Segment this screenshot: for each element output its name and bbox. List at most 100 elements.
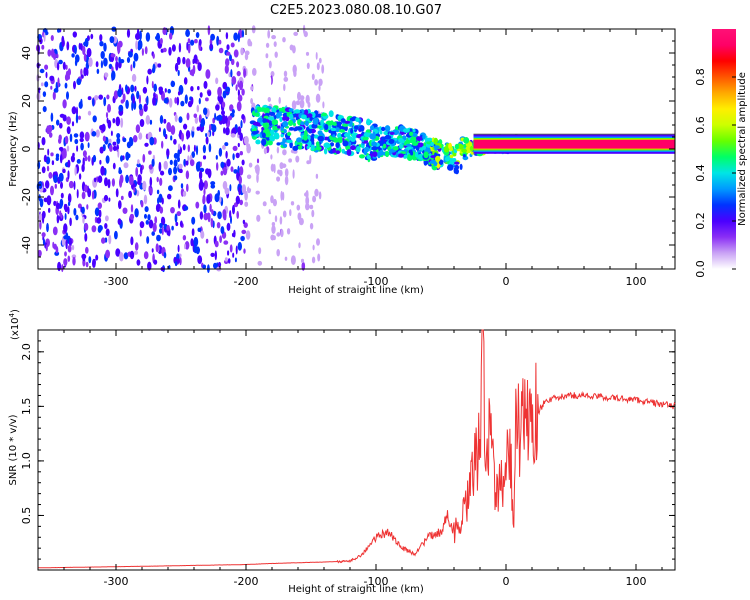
spectrogram-signal-cell bbox=[330, 127, 337, 132]
y-tick-label: -40 bbox=[20, 236, 33, 254]
spectrogram-noise-cell bbox=[231, 127, 237, 136]
spectrogram-noise-cell bbox=[169, 32, 173, 40]
spectrogram-noise-cell bbox=[241, 114, 245, 120]
spectrogram-noise-cell bbox=[42, 214, 45, 224]
spectrogram-noise-cell bbox=[194, 39, 198, 44]
spectrogram-noise-cell bbox=[190, 39, 195, 46]
spectrogram-noise-cell bbox=[118, 104, 124, 112]
spectrogram-noise-cell bbox=[101, 123, 106, 132]
spectrogram-noise-cell bbox=[50, 85, 53, 90]
spectrogram-noise-cell bbox=[191, 151, 195, 159]
spectrogram-noise-cell bbox=[255, 190, 260, 195]
spectrogram-noise-cell bbox=[187, 38, 191, 44]
spectrogram-noise-cell bbox=[229, 244, 233, 253]
spectrogram-noise-cell bbox=[177, 91, 181, 96]
spectrogram-signal-cell bbox=[381, 126, 386, 132]
spectrogram-noise-cell bbox=[46, 222, 49, 233]
spectrogram-noise-cell bbox=[267, 97, 271, 102]
spectrogram-noise-cell bbox=[241, 29, 245, 38]
spectrogram-signal-cell bbox=[405, 143, 412, 147]
spectrogram-noise-cell bbox=[95, 129, 100, 138]
spectrogram-noise-cell bbox=[110, 53, 116, 58]
spectrogram-noise-cell bbox=[240, 47, 244, 56]
spectrogram-noise-cell bbox=[245, 230, 251, 240]
spectrogram-signal-cell bbox=[452, 152, 457, 157]
spectrogram-noise-cell bbox=[61, 264, 64, 273]
spectrogram-signal-cell bbox=[286, 132, 292, 136]
spectrogram-noise-cell bbox=[305, 196, 310, 206]
spectrogram-noise-cell bbox=[306, 62, 310, 69]
y-tick-label: 20 bbox=[20, 94, 33, 108]
spectrogram-noise-cell bbox=[56, 53, 59, 59]
spectrogram-noise-cell bbox=[203, 80, 208, 89]
spectrogram-noise-cell bbox=[59, 210, 62, 217]
spectrogram-noise-cell bbox=[243, 68, 247, 78]
spectrogram-noise-cell bbox=[120, 195, 124, 201]
spectrogram-noise-cell bbox=[214, 250, 217, 261]
spectrogram-noise-cell bbox=[55, 81, 58, 92]
spectrogram-noise-cell bbox=[224, 257, 228, 262]
spectrogram-noise-cell bbox=[229, 54, 232, 62]
spectrogram-signal-cell bbox=[462, 154, 466, 158]
spectrogram-noise-cell bbox=[240, 120, 243, 129]
spectrogram-noise-cell bbox=[205, 133, 208, 137]
spectrogram-noise-cell bbox=[112, 162, 116, 170]
spectrogram-noise-cell bbox=[118, 167, 122, 173]
spectrogram-noise-cell bbox=[129, 175, 134, 186]
spectrogram-noise-cell bbox=[312, 195, 317, 203]
spectrogram-noise-cell bbox=[112, 118, 116, 124]
spectrogram-signal-cell bbox=[306, 145, 310, 150]
spectrogram-noise-cell bbox=[56, 119, 60, 126]
spectrogram-signal-cell bbox=[449, 154, 454, 159]
spectrogram-noise-cell bbox=[174, 114, 178, 123]
spectrogram-noise-cell bbox=[209, 43, 213, 50]
spectrogram-signal-cell bbox=[359, 154, 365, 159]
spectrogram-noise-cell bbox=[137, 177, 142, 186]
spectrogram-noise-cell bbox=[64, 82, 68, 89]
spectrogram-noise-cell bbox=[191, 96, 194, 105]
spectrogram-noise-cell bbox=[144, 46, 148, 55]
spectrogram-noise-cell bbox=[159, 115, 164, 124]
spectrogram-noise-cell bbox=[256, 158, 260, 164]
spectrogram-noise-cell bbox=[159, 206, 164, 214]
spectrogram-noise-cell bbox=[137, 159, 140, 165]
spectrogram-signal-cell bbox=[349, 117, 355, 122]
spectrogram-noise-cell bbox=[148, 164, 153, 170]
spectrogram-noise-cell bbox=[163, 118, 167, 124]
spectrogram-signal-cell bbox=[337, 137, 343, 144]
y-tick-label: 1.0 bbox=[20, 452, 33, 470]
spectrogram-signal-cell bbox=[399, 143, 403, 150]
spectrogram-noise-cell bbox=[71, 121, 75, 127]
spectrogram-noise-cell bbox=[237, 142, 240, 148]
spectrogram-noise-cell bbox=[237, 94, 243, 102]
spectrogram-noise-cell bbox=[74, 138, 79, 145]
spectrogram-signal-cell bbox=[287, 120, 294, 126]
spectrogram-noise-cell bbox=[101, 237, 106, 244]
spectrogram-noise-cell bbox=[152, 96, 156, 106]
spectrogram-noise-cell bbox=[47, 148, 50, 156]
spectrogram-noise-cell bbox=[131, 73, 137, 82]
spectrogram-noise-cell bbox=[47, 124, 53, 133]
x-tick-label: 0 bbox=[503, 275, 510, 288]
spectrogram-noise-cell bbox=[186, 41, 189, 51]
spectrogram-signal-cell bbox=[453, 149, 458, 154]
spectrogram-noise-cell bbox=[177, 149, 180, 159]
spectrogram-noise-cell bbox=[168, 265, 171, 270]
spectrogram-signal-cell bbox=[262, 118, 268, 124]
spectrogram-noise-cell bbox=[122, 137, 127, 143]
spectrogram-signal-cell bbox=[324, 124, 329, 131]
spectrogram-noise-cell bbox=[78, 115, 81, 120]
spectrogram-signal-cell bbox=[389, 131, 395, 135]
spectrogram-noise-cell bbox=[238, 186, 241, 196]
spectrogram-noise-cell bbox=[143, 194, 148, 205]
spectrogram-noise-cell bbox=[276, 146, 280, 154]
spectrogram-noise-cell bbox=[173, 138, 177, 145]
colorbar-label: Normalized spectral amplitude bbox=[737, 72, 748, 226]
spectrogram-noise-cell bbox=[120, 155, 123, 162]
spectrogram-noise-cell bbox=[39, 220, 42, 230]
spectrogram-noise-cell bbox=[102, 135, 106, 142]
spectrogram-noise-cell bbox=[125, 84, 128, 93]
snr-panel: -300 -200 -100 0 100 0.5 1.0 1.5 2.0 Height of … bbox=[8, 309, 676, 595]
spectrogram-noise-cell bbox=[95, 254, 99, 261]
